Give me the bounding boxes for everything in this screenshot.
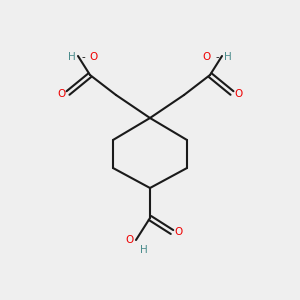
Text: H: H [224,52,232,62]
Text: -: - [81,52,85,62]
Text: O: O [174,227,182,237]
Text: O: O [58,89,66,99]
Text: O: O [234,89,242,99]
Text: -: - [215,52,219,62]
Text: H: H [68,52,76,62]
Text: O: O [203,52,211,62]
Text: O: O [126,235,134,245]
Text: O: O [89,52,97,62]
Text: H: H [140,245,148,255]
